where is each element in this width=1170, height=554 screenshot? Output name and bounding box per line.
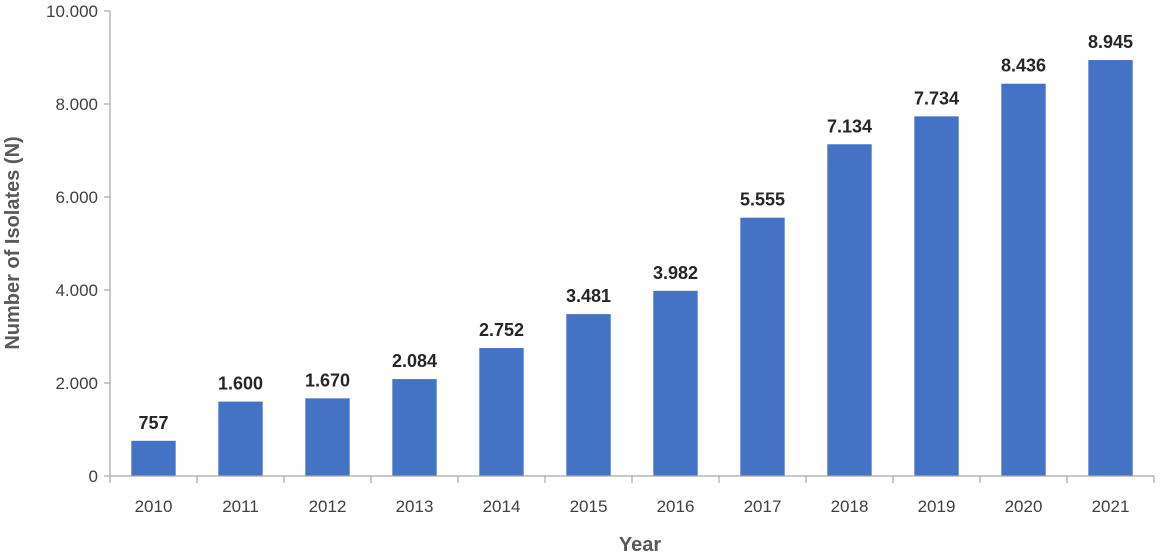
bar-2015: [566, 314, 611, 476]
x-tick-label-2016: 2016: [657, 497, 695, 516]
bar-2011: [218, 401, 263, 476]
data-label-2012: 1.670: [305, 370, 350, 390]
x-tick-label-2019: 2019: [918, 497, 956, 516]
x-tick-label-2010: 2010: [135, 497, 173, 516]
bar-2020: [1001, 83, 1046, 476]
y-tick-label-6000: 6.000: [55, 188, 98, 207]
axes-group: [104, 10, 1155, 483]
x-tick-label-2021: 2021: [1092, 497, 1130, 516]
data-label-2013: 2.084: [392, 351, 437, 371]
data-label-2021: 8.945: [1088, 32, 1133, 52]
x-tick-label-2020: 2020: [1005, 497, 1043, 516]
data-label-2014: 2.752: [479, 320, 524, 340]
data-label-2011: 1.600: [218, 374, 263, 394]
y-tick-label-4000: 4.000: [55, 281, 98, 300]
bar-2012: [305, 398, 350, 476]
y-tick-label-10000: 10.000: [46, 2, 98, 21]
data-label-2018: 7.134: [827, 116, 872, 136]
bar-2014: [479, 348, 524, 476]
bars-group: [131, 60, 1133, 477]
x-tick-label-2017: 2017: [744, 497, 782, 516]
data-label-2017: 5.555: [740, 190, 785, 210]
x-axis-title: Year: [619, 534, 661, 554]
labels-group: 757 2010 1.600 2011 1.670 2012 2.084 2013 2.752 2…: [46, 2, 1133, 516]
bar-2013: [392, 379, 437, 476]
bar-2010: [131, 440, 176, 476]
y-tick-label-8000: 8.000: [55, 95, 98, 114]
data-label-2019: 7.734: [914, 88, 959, 108]
bar-2021: [1088, 60, 1133, 477]
bar-2017: [740, 217, 785, 476]
y-tick-label-2000: 2.000: [55, 374, 98, 393]
bar-2019: [914, 116, 959, 477]
bar-2016: [653, 290, 698, 476]
x-tick-label-2012: 2012: [309, 497, 347, 516]
x-tick-label-2011: 2011: [222, 497, 259, 516]
y-tick-label-0: 0: [89, 467, 98, 486]
y-axis-title: Number of Isolates (N): [2, 136, 24, 349]
x-tick-label-2018: 2018: [831, 497, 869, 516]
data-label-2020: 8.436: [1001, 56, 1046, 76]
x-tick-label-2014: 2014: [483, 497, 521, 516]
data-label-2015: 3.481: [566, 286, 611, 306]
x-tick-label-2015: 2015: [570, 497, 608, 516]
x-tick-label-2013: 2013: [396, 497, 434, 516]
data-label-2010: 757: [138, 413, 168, 433]
data-label-2016: 3.982: [653, 263, 698, 283]
bar-2018: [827, 144, 872, 476]
